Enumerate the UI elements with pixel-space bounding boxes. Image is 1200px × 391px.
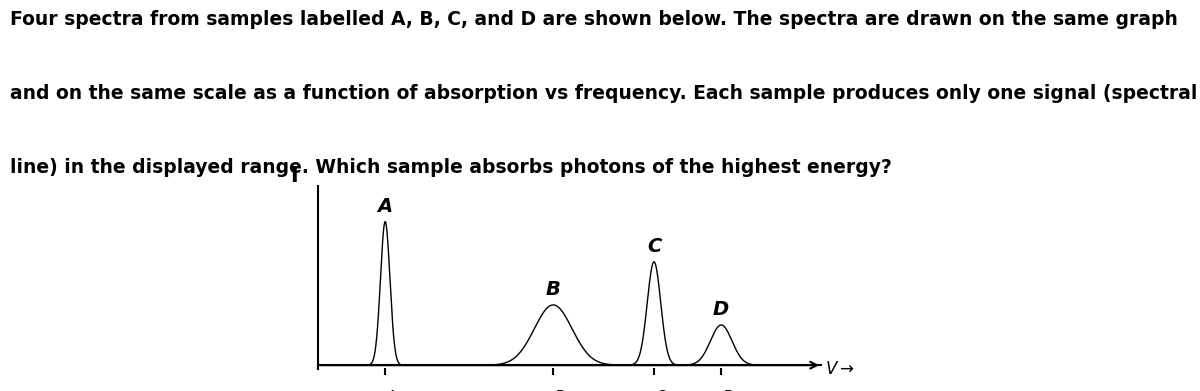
Text: D: D — [724, 389, 734, 391]
Text: C: C — [656, 389, 666, 391]
Text: B: B — [556, 389, 565, 391]
Text: Four spectra from samples labelled A, B, C, and D are shown below. The spectra a: Four spectra from samples labelled A, B,… — [10, 10, 1177, 29]
Text: C: C — [647, 237, 661, 256]
Text: B: B — [546, 280, 560, 299]
Text: A: A — [388, 389, 397, 391]
Text: I: I — [290, 166, 298, 186]
Text: D: D — [713, 300, 730, 319]
Text: line) in the displayed range. Which sample absorbs photons of the highest energy: line) in the displayed range. Which samp… — [10, 158, 892, 178]
Text: A: A — [378, 197, 392, 216]
Text: and on the same scale as a function of absorption vs frequency. Each sample prod: and on the same scale as a function of a… — [10, 84, 1196, 103]
Text: $\it{V}$$\rightarrow$: $\it{V}$$\rightarrow$ — [826, 360, 856, 378]
